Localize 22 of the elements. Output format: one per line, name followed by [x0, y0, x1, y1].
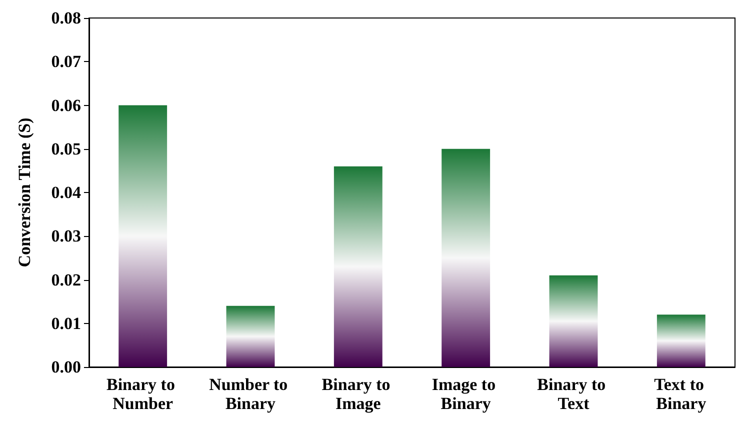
x-tick-label: Binary to Number: [106, 375, 180, 413]
y-tick-label: 0.00: [51, 358, 81, 376]
bar: [118, 105, 168, 367]
y-tick-label: 0.05: [51, 139, 81, 158]
y-tick-label: 0.08: [51, 8, 81, 28]
bar: [334, 166, 382, 367]
y-axis-title: Conversion Time (S): [15, 118, 34, 268]
y-tick-label: 0.01: [51, 314, 81, 333]
x-tick-label: Binary to Text: [537, 375, 610, 413]
x-tick-label: Image to Binary: [432, 375, 500, 413]
bar: [226, 306, 275, 367]
x-tick-label: Number to Binary: [209, 375, 292, 413]
y-tick-label: 0.03: [51, 226, 81, 246]
bar: [549, 275, 598, 367]
x-tick-label: Binary to Image: [322, 375, 395, 413]
x-tick-label: Text to Binary: [654, 375, 708, 413]
bar: [656, 314, 706, 367]
y-tick-label: 0.04: [51, 183, 82, 202]
y-tick-label: 0.06: [51, 96, 81, 115]
bar: [442, 148, 490, 367]
y-tick-label: 0.02: [51, 270, 81, 290]
y-tick-label: 0.07: [51, 52, 82, 72]
